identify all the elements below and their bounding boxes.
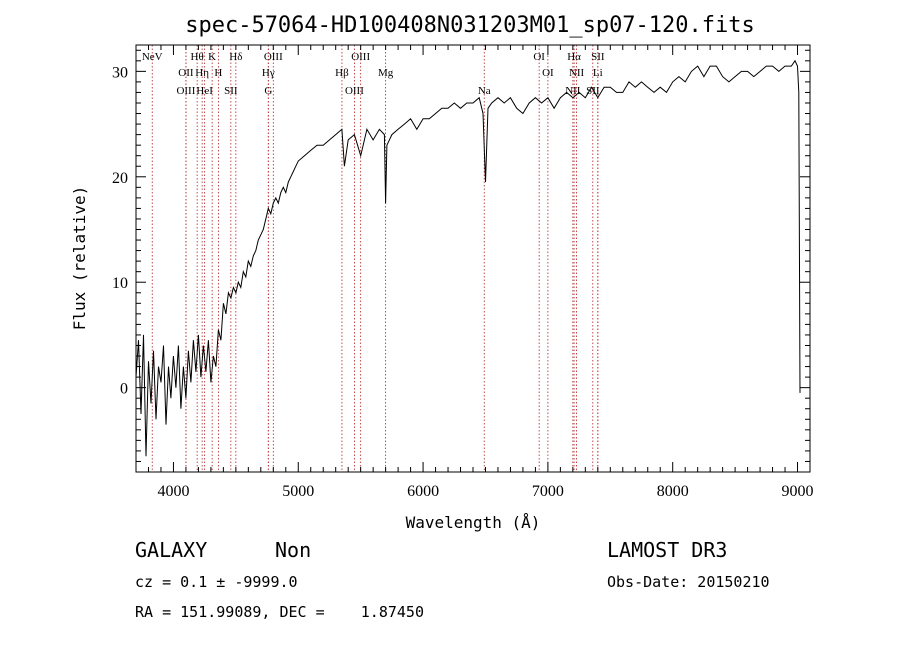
line-label: OI [542, 67, 554, 79]
line-label: K [208, 51, 216, 63]
line-label: Li [593, 67, 603, 79]
y-tick-label: 10 [112, 275, 128, 292]
line-label: Mg [378, 67, 394, 79]
x-tick-label: 4000 [157, 483, 189, 500]
line-label: Hβ [335, 67, 349, 79]
redshift-text: cz = 0.1 ± -9999.0 [135, 573, 298, 591]
line-label: Na [478, 85, 491, 97]
line-label: OIII [176, 85, 195, 97]
line-label: Hθ [191, 51, 204, 63]
line-label: Hγ [262, 67, 275, 79]
radec-text: RA = 151.99089, DEC = 1.87450 [135, 603, 424, 621]
obs-date-text: Obs-Date: 20150210 [607, 573, 770, 591]
line-label: OI [533, 51, 545, 63]
x-tick-label: 5000 [282, 483, 314, 500]
line-labels-layer: NeVOIIOIIIHθHηHeIKHSIIHδHγGOIIIHβOIIIOII… [142, 51, 605, 97]
line-label: Hη [195, 67, 209, 79]
line-label: HeI [196, 85, 213, 97]
x-tick-label: 6000 [407, 483, 439, 500]
line-label: NeV [142, 51, 163, 63]
line-label: OIII [345, 85, 364, 97]
y-tick-label: 30 [112, 64, 128, 81]
y-tick-label: 20 [112, 170, 128, 187]
line-label: OIII [351, 51, 370, 63]
y-tick-label: 0 [120, 381, 128, 398]
axis-ticks-layer: 4000 5000 6000 7000 8000 9000 0 10 20 30 [112, 45, 814, 500]
line-label: NII [565, 85, 581, 97]
emission-lines-layer [151, 45, 599, 472]
spectrum-series-line [135, 59, 801, 457]
chart-title: spec-57064-HD100408N031203M01_sp07-120.f… [185, 13, 755, 38]
line-label: H [214, 67, 222, 79]
line-label: SII [586, 85, 600, 97]
plot-frame [135, 44, 811, 473]
x-axis-label: Wavelength (Å) [406, 513, 541, 532]
line-label: Hδ [229, 51, 242, 63]
line-label: OII [178, 67, 194, 79]
line-label: OIII [264, 51, 283, 63]
object-subclass: Non [275, 538, 312, 562]
x-tick-label: 7000 [532, 483, 564, 500]
line-label: NII [569, 67, 585, 79]
survey-name: LAMOST DR3 [607, 538, 728, 562]
object-class: GALAXY [135, 538, 208, 562]
line-label: SII [591, 51, 605, 63]
line-label: SII [224, 85, 238, 97]
line-label: Hα [567, 51, 581, 63]
y-axis-label: Flux (relative) [70, 186, 89, 331]
x-tick-label: 8000 [657, 483, 689, 500]
line-label: G [264, 85, 272, 97]
x-tick-label: 9000 [782, 483, 814, 500]
